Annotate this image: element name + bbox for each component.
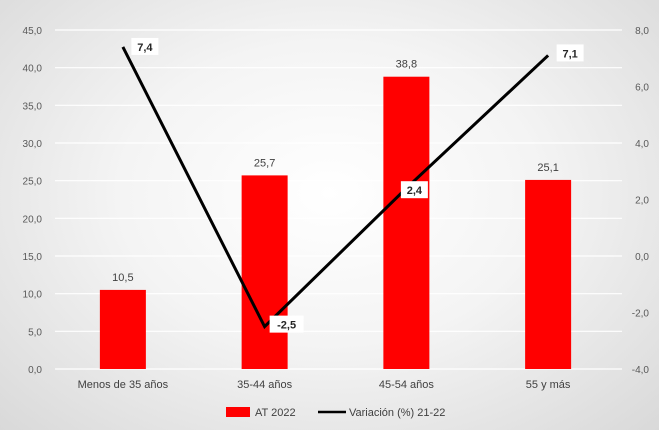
bar [99,289,146,369]
line-data-label: 7,1 [562,48,577,60]
line-data-label: 7,4 [137,42,153,54]
line-label-box [400,181,428,199]
y-left-tick-label: 0,0 [28,365,42,376]
legend-label-bars: AT 2022 [255,407,296,419]
y-right-tick-label: 2,0 [635,196,649,207]
bar [383,76,430,369]
y-right-tick-label: -4,0 [632,365,650,376]
y-left-tick-label: 20,0 [23,214,43,225]
y-right-tick-label: 0,0 [635,252,649,263]
y-left-tick-label: 45,0 [23,26,43,37]
x-category-label: 55 y más [526,379,571,391]
line-data-label: -2,5 [277,320,296,332]
y-left-tick-label: 15,0 [23,252,43,263]
y-left-tick-label: 30,0 [23,139,43,150]
x-category-label: 35-44 años [237,379,293,391]
line-label-box [556,44,584,62]
variation-line [121,46,550,330]
y-left-tick-label: 35,0 [23,101,43,112]
bar-data-label: 25,1 [537,162,558,174]
line-label-box [131,37,159,55]
y-right-tick-label: -2,0 [632,309,650,320]
bar-data-label: 25,7 [254,157,275,169]
legend-label-line: Variación (%) 21-22 [349,407,445,419]
y-left-tick-label: 25,0 [23,177,43,188]
bar [525,179,572,369]
bar-data-label: 10,5 [112,272,133,284]
y-right-tick-label: 4,0 [635,139,649,150]
line-data-label: 2,4 [407,185,423,197]
y-left-tick-label: 10,0 [23,290,43,301]
bar [241,175,288,369]
line-label-box [269,315,304,333]
y-left-tick-label: 5,0 [28,327,42,338]
x-category-label: Menos de 35 años [78,379,169,391]
y-left-tick-label: 40,0 [23,64,43,75]
y-right-tick-label: 8,0 [635,26,649,37]
bar-data-label: 38,8 [396,59,417,71]
y-right-tick-label: 6,0 [635,83,649,94]
legend-swatch-bars [226,407,250,417]
x-category-label: 45-54 años [379,379,435,391]
